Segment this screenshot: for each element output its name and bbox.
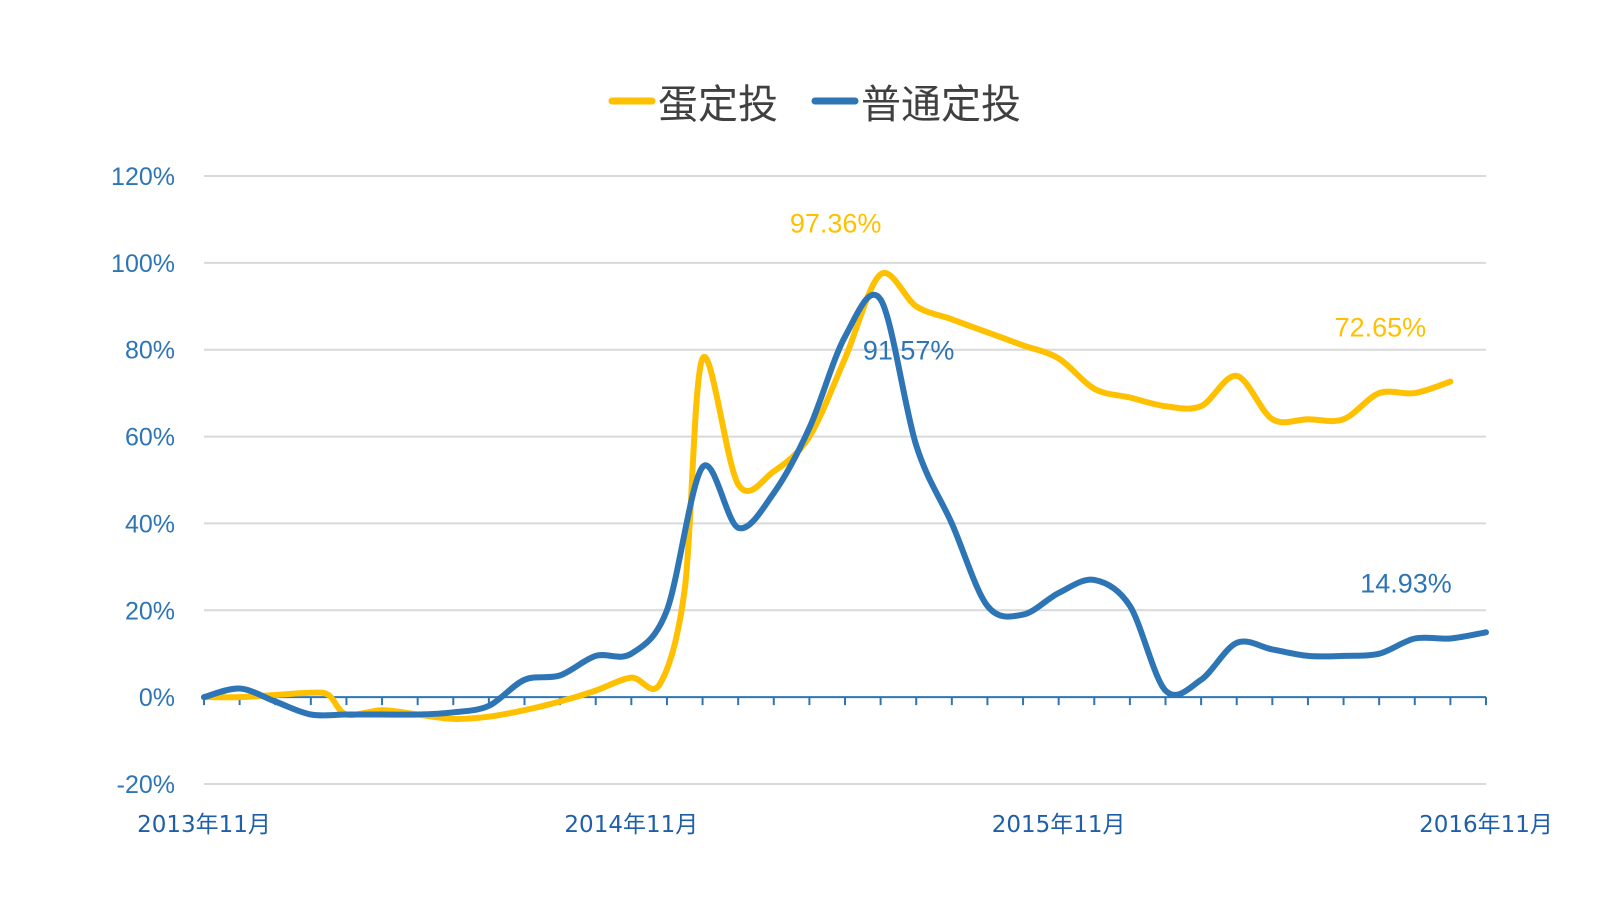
y-axis-ticks: -20% 0% 20% 40% 60% 80% 100% 120% <box>111 163 175 799</box>
y-tick-label: 40% <box>125 510 175 538</box>
data-label: 91.57% <box>863 335 955 365</box>
y-tick-label: 80% <box>125 337 175 365</box>
y-tick-label: 100% <box>111 250 175 278</box>
y-tick-label: -20% <box>117 771 175 799</box>
data-labels: 97.36% 72.65% 91.57% 14.93% <box>790 208 1452 598</box>
x-tick-label: 2013年11月 <box>137 812 271 838</box>
y-tick-label: 0% <box>139 684 175 712</box>
y-tick-label: 20% <box>125 597 175 625</box>
data-label: 72.65% <box>1335 313 1427 343</box>
data-label: 14.93% <box>1360 568 1452 598</box>
series-line-2 <box>201 291 1489 719</box>
y-tick-label: 60% <box>125 424 175 452</box>
legend-label-series-2: 普通定投 <box>861 82 1021 128</box>
x-tick-label: 2016年11月 <box>1419 812 1553 838</box>
data-label: 97.36% <box>790 208 882 238</box>
series-line-1 <box>201 269 1454 722</box>
x-tick-label: 2014年11月 <box>564 812 698 838</box>
y-tick-label: 120% <box>111 163 175 191</box>
x-axis <box>203 696 1487 706</box>
x-axis-labels: 2013年11月 2014年11月 2015年11月 2016年11月 <box>137 812 1553 838</box>
chart-legend: 蛋定投 普通定投 <box>608 82 1021 128</box>
legend-label-series-1: 蛋定投 <box>658 82 778 128</box>
x-tick-label: 2015年11月 <box>992 812 1126 838</box>
series-lines <box>201 269 1489 722</box>
gridlines <box>204 175 1486 785</box>
